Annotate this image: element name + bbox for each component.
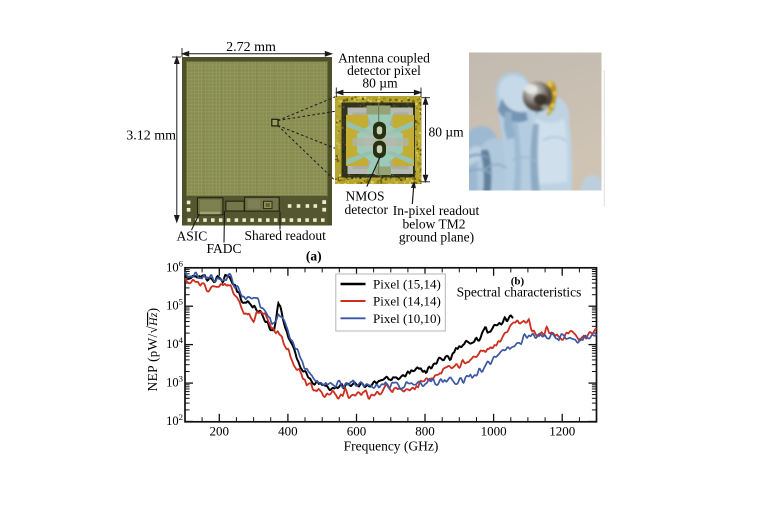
svg-text:below TM2: below TM2 — [402, 217, 465, 232]
svg-text:600: 600 — [347, 424, 367, 439]
svg-text:1000: 1000 — [481, 424, 507, 439]
svg-text:103: 103 — [166, 374, 183, 390]
svg-text:(a): (a) — [306, 249, 322, 264]
svg-text:Antenna coupled: Antenna coupled — [338, 51, 430, 66]
svg-text:NMOS: NMOS — [346, 189, 385, 204]
svg-text:detector: detector — [345, 202, 389, 217]
svg-text:Spectral characteristics: Spectral characteristics — [457, 285, 582, 300]
svg-text:NEP (pW/√Hz): NEP (pW/√Hz) — [145, 308, 160, 392]
svg-text:Pixel (10,10): Pixel (10,10) — [373, 311, 441, 326]
svg-text:1200: 1200 — [549, 424, 575, 439]
svg-text:80 µm: 80 µm — [429, 125, 465, 140]
svg-text:In-pixel readout: In-pixel readout — [393, 203, 480, 218]
svg-text:105: 105 — [166, 297, 183, 313]
svg-text:detector pixel: detector pixel — [347, 63, 421, 78]
svg-text:104: 104 — [166, 335, 184, 351]
svg-text:Pixel (15,14): Pixel (15,14) — [373, 277, 441, 292]
svg-text:800: 800 — [415, 424, 435, 439]
svg-text:102: 102 — [166, 412, 183, 428]
svg-text:2.72 mm: 2.72 mm — [226, 40, 276, 55]
svg-text:FADC: FADC — [207, 241, 242, 256]
svg-text:200: 200 — [210, 424, 230, 439]
svg-text:(b): (b) — [511, 276, 525, 288]
svg-text:ground plane): ground plane) — [399, 230, 474, 245]
svg-text:Shared readout: Shared readout — [245, 228, 327, 243]
svg-text:Pixel (14,14): Pixel (14,14) — [373, 294, 441, 309]
svg-text:ASIC: ASIC — [177, 229, 208, 244]
svg-text:3.12 mm: 3.12 mm — [126, 129, 176, 144]
svg-text:Frequency (GHz): Frequency (GHz) — [344, 439, 439, 454]
svg-text:80 µm: 80 µm — [362, 76, 398, 91]
svg-text:106: 106 — [166, 258, 184, 274]
svg-text:400: 400 — [278, 424, 298, 439]
